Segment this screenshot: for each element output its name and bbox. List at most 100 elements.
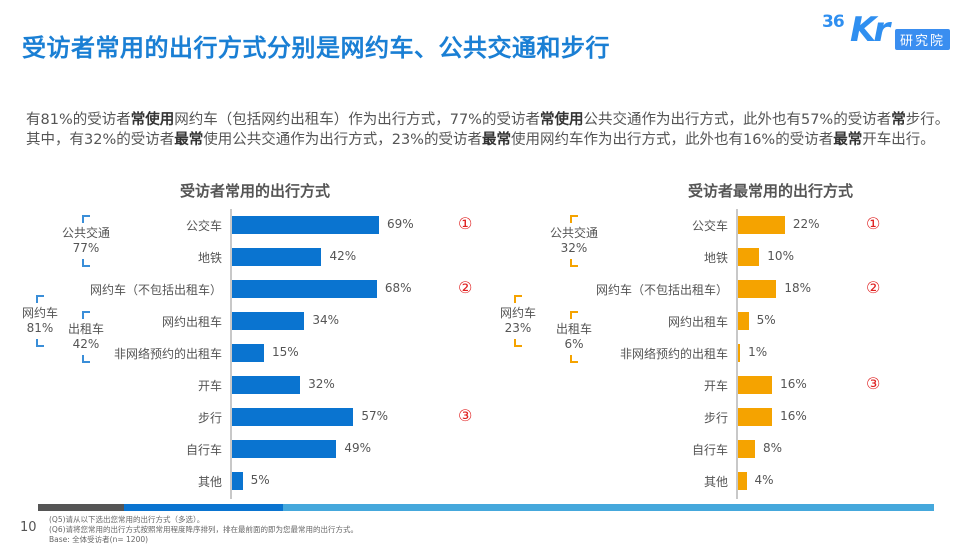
group-label: 出租车 42% [56, 322, 116, 352]
category-label: 其他 [197, 475, 222, 489]
bar [232, 248, 322, 266]
summary-text: 有81%的受访者常使用网约车（包括网约出租车）作为出行方式，77%的受访者常使用… [26, 110, 956, 150]
bar [232, 376, 301, 394]
group-name: 出租车 [555, 322, 592, 336]
rank-marker: ② [458, 278, 473, 297]
bar [232, 440, 337, 458]
footer-bar-lightblue [283, 504, 934, 511]
group-value: 6% [564, 337, 584, 351]
rank-marker: ③ [866, 374, 881, 393]
bracket-top [570, 215, 578, 223]
bar [738, 344, 741, 362]
data-label: 15% [271, 345, 299, 359]
data-label: 34% [312, 313, 340, 327]
bracket-top [570, 311, 578, 319]
data-label: 16% [780, 377, 807, 391]
data-label: 22% [792, 217, 820, 231]
footnote-q5: (Q5)请从以下选出您常用的出行方式（多选）。 [49, 515, 205, 524]
group-label: 公共交通 77% [56, 226, 116, 256]
category-label: 非网络预约的出租车 [619, 347, 728, 361]
bar [738, 440, 756, 458]
summary-segment: 开车出行。 [862, 132, 935, 148]
category-label: 网约出租车 [667, 315, 728, 329]
summary-segment: 使用公共交通作为出行方式，23%的受访者 [203, 132, 482, 148]
data-label: 8% [763, 441, 783, 455]
bracket-bottom [36, 339, 44, 347]
group-name: 网约车 [499, 306, 536, 320]
bracket-bottom [514, 339, 522, 347]
bracket-bottom [82, 355, 90, 363]
data-label: 1% [748, 345, 768, 359]
data-label: 69% [386, 217, 414, 231]
category-label: 网约车（不包括出租车） [595, 283, 728, 297]
category-label: 公交车 [691, 219, 728, 233]
data-label: 10% [767, 249, 794, 263]
footer-bar-blue [124, 504, 283, 511]
footnote-base: Base: 全体受访者(n= 1200) [49, 535, 149, 544]
logo-36kr: 36 Kr 研究院 [822, 10, 962, 50]
data-label: 68% [384, 281, 412, 295]
group-value: 81% [26, 321, 54, 335]
summary-segment: 步行。其中，有32%的受访者 [26, 112, 950, 148]
category-label: 网约出租车 [161, 315, 222, 329]
group-name: 出租车 [67, 322, 104, 336]
bar [232, 344, 264, 362]
y-axis-line [230, 209, 232, 499]
category-label: 开车 [703, 379, 728, 393]
bar [738, 472, 747, 490]
group-name: 公共交通 [61, 226, 110, 240]
summary-segment: 网约车（包括网约出租车）作为出行方式，77%的受访者 [174, 112, 540, 128]
summary-segment: 有81%的受访者 [26, 112, 131, 128]
bracket-bottom [570, 259, 578, 267]
bar [232, 408, 354, 426]
rank-marker: ① [458, 214, 473, 233]
summary-emphasis: 常使用 [130, 112, 175, 128]
footer-bar-gray [38, 504, 124, 511]
bracket-top [36, 295, 44, 303]
logo-number: 36 [822, 12, 845, 32]
category-label: 步行 [197, 411, 222, 425]
category-label: 开车 [197, 379, 222, 393]
group-label: 出租车 6% [544, 322, 604, 352]
rank-marker: ② [866, 278, 881, 297]
group-name: 公共交通 [549, 226, 598, 240]
group-label: 网约车 81% [10, 306, 70, 336]
y-axis-line [736, 209, 738, 499]
data-label: 57% [361, 409, 389, 423]
bar [738, 312, 749, 330]
group-value: 32% [560, 241, 588, 255]
group-value: 23% [504, 321, 532, 335]
bar [232, 312, 305, 330]
data-label: 42% [329, 249, 357, 263]
bar [738, 280, 777, 298]
rank-marker: ③ [458, 406, 473, 425]
summary-emphasis: 常 [891, 112, 906, 128]
group-name: 网约车 [21, 306, 58, 320]
bar [232, 472, 243, 490]
category-label: 地铁 [197, 251, 222, 265]
data-label: 18% [784, 281, 811, 295]
summary-emphasis: 常使用 [539, 112, 584, 128]
bar [738, 216, 785, 234]
chart-title: 受访者常用的出行方式 [180, 182, 331, 200]
page-number: 10 [20, 520, 37, 535]
logo-kr: Kr [850, 10, 890, 50]
chart-title: 受访者最常用的出行方式 [688, 182, 854, 200]
data-label: 32% [308, 377, 335, 391]
bracket-top [82, 215, 90, 223]
bracket-bottom [82, 259, 90, 267]
category-label: 自行车 [691, 443, 728, 457]
category-label: 公交车 [185, 219, 222, 233]
group-value: 42% [72, 337, 100, 351]
footnote-q6: (Q6)请将您常用的出行方式按照常用程度降序排列，排在最前面的即为您最常用的出行… [49, 525, 359, 534]
category-label: 步行 [703, 411, 728, 425]
category-label: 自行车 [185, 443, 222, 457]
category-label: 地铁 [703, 251, 728, 265]
data-label: 5% [250, 473, 270, 487]
summary-segment: 公共交通作为出行方式，此外也有57%的受访者 [583, 112, 892, 128]
rank-marker: ① [866, 214, 881, 233]
page-title: 受访者常用的出行方式分别是网约车、公共交通和步行 [22, 34, 610, 62]
data-label: 4% [754, 473, 774, 487]
category-label: 非网络预约的出租车 [113, 347, 222, 361]
bracket-bottom [570, 355, 578, 363]
